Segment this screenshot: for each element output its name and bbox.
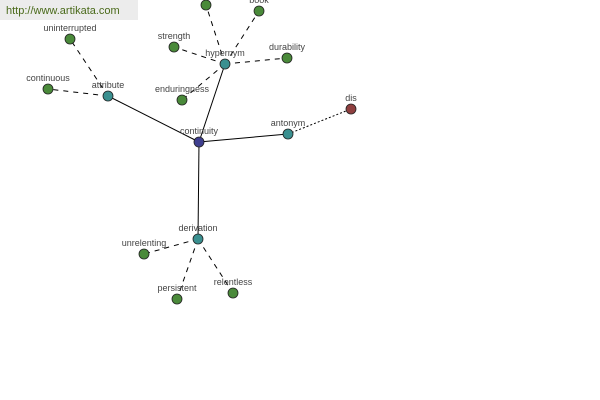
node-attribute[interactable]: [102, 90, 114, 102]
node-label-relentless: relentless: [214, 277, 253, 287]
watermark-link[interactable]: http://www.artikata.com: [0, 0, 138, 20]
node-label-uninterrupted: uninterrupted: [43, 23, 96, 33]
node-label-durability: durability: [269, 42, 306, 52]
edge-continuity-derivation: [197, 141, 200, 240]
node-durability[interactable]: [281, 52, 293, 64]
edge-derivation-relentless: [197, 238, 234, 294]
node-label-unrelenting: unrelenting: [122, 238, 167, 248]
node-label-antonym: antonym: [271, 118, 306, 128]
edge-hypernym-top: [205, 4, 226, 65]
edge-hypernym-durability: [224, 57, 288, 65]
node-label-hypernym: hypernym: [205, 48, 245, 58]
node-persistent[interactable]: [171, 293, 183, 305]
node-continuity[interactable]: [193, 136, 205, 148]
edge-derivation-persistent: [176, 238, 199, 300]
node-label-enduringness: enduringness: [155, 84, 210, 94]
node-label-derivation: derivation: [178, 223, 217, 233]
node-label-continuity: continuity: [180, 126, 219, 136]
node-label-strength: strength: [158, 31, 191, 41]
edge-hypernym-strength: [173, 46, 226, 65]
node-label-dis: dis: [345, 93, 357, 103]
edge-continuity-attribute: [107, 95, 200, 143]
node-continuous[interactable]: [42, 83, 54, 95]
edge-hypernym-book: [224, 10, 260, 65]
node-uninterrupted[interactable]: [64, 33, 76, 45]
node-strength[interactable]: [168, 41, 180, 53]
node-label-continuous: continuous: [26, 73, 70, 83]
node-antonym[interactable]: [282, 128, 294, 140]
edge-attribute-continuous: [47, 88, 109, 97]
node-label-persistent: persistent: [157, 283, 197, 293]
node-top[interactable]: [200, 0, 212, 11]
node-label-book: book: [249, 0, 269, 5]
node-derivation[interactable]: [192, 233, 204, 245]
node-label-attribute: attribute: [92, 80, 125, 90]
edge-antonym-dis: [287, 108, 352, 135]
edge-continuity-hypernym: [198, 63, 226, 143]
node-unrelenting[interactable]: [138, 248, 150, 260]
node-dis[interactable]: [345, 103, 357, 115]
edge-attribute-uninterrupted: [69, 38, 109, 97]
edge-continuity-antonym: [198, 133, 289, 143]
node-hypernym[interactable]: [219, 58, 231, 70]
node-book[interactable]: [253, 5, 265, 17]
node-enduringness[interactable]: [176, 94, 188, 106]
node-relentless[interactable]: [227, 287, 239, 299]
